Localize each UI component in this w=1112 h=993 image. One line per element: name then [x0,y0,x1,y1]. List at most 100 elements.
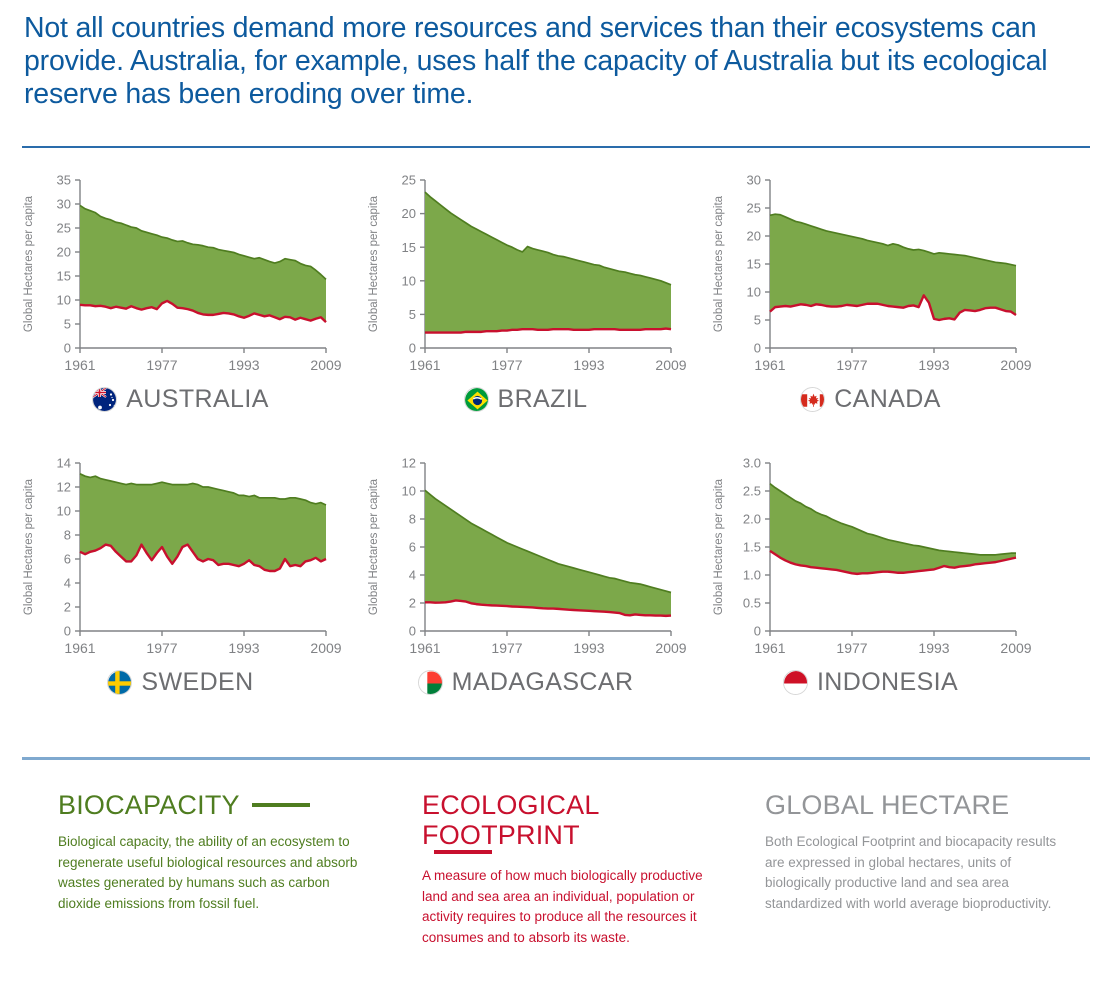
svg-text:1993: 1993 [228,640,259,656]
chart-australia: Global Hectares per capita 0 5 10 15 20 25 30 3… [8,170,353,453]
svg-text:1.5: 1.5 [743,540,761,555]
chart-plot-australia: Global Hectares per capita 0 5 10 15 20 25 30 3… [8,170,353,388]
svg-text:1961: 1961 [409,640,440,656]
legend-title: ECOLOGICAL FOOTPRINT [422,790,712,854]
country-label: AUSTRALIA [126,385,269,413]
country-label: CANADA [834,385,941,413]
legend-body-text: Biological capacity, the ability of an e… [58,834,358,911]
svg-text:25: 25 [57,221,71,236]
flag-madagascar-icon [417,670,443,695]
svg-text:5: 5 [409,307,416,322]
svg-text:2009: 2009 [1000,640,1031,656]
svg-text:12: 12 [402,456,416,471]
chart-row-2: Global Hectares per capita 0 2 4 6 8 10 12 14 19… [0,453,1112,736]
svg-text:4: 4 [64,576,71,591]
divider-bottom [22,757,1090,760]
chart-plot-sweden: Global Hectares per capita 0 2 4 6 8 10 12 14 19… [8,453,353,671]
legend-title-text: ECOLOGICAL FOOTPRINT [422,790,599,850]
legend-definitions: BIOCAPACITY Biological capacity, the abil… [0,790,1112,990]
svg-text:Global Hectares per capita: Global Hectares per capita [23,478,35,615]
svg-text:0.5: 0.5 [743,596,761,611]
svg-text:0: 0 [64,624,71,639]
svg-text:2009: 2009 [655,640,686,656]
svg-text:20: 20 [402,206,416,221]
legend-title: BIOCAPACITY [58,790,358,820]
svg-text:5: 5 [64,317,71,332]
legend-title-text: BIOCAPACITY [58,790,240,820]
svg-text:25: 25 [747,201,761,216]
svg-text:1977: 1977 [491,640,522,656]
chart-row-1: Global Hectares per capita 0 5 10 15 20 25 30 3… [0,170,1112,453]
svg-text:30: 30 [747,173,761,188]
svg-text:1977: 1977 [146,357,177,373]
svg-text:35: 35 [57,173,71,188]
svg-text:1993: 1993 [918,640,949,656]
svg-text:30: 30 [57,197,71,212]
svg-text:1977: 1977 [836,357,867,373]
flag-sweden-icon [107,670,133,695]
svg-text:1977: 1977 [491,357,522,373]
svg-text:2009: 2009 [310,357,341,373]
country-caption-madagascar: MADAGASCAR [353,668,698,697]
divider-top [22,146,1090,148]
svg-text:25: 25 [402,173,416,188]
svg-text:2: 2 [64,600,71,615]
chart-brazil: Global Hectares per capita 0 5 10 15 20 25 196… [353,170,698,453]
country-caption-sweden: SWEDEN [8,668,353,697]
legend-item-biocapacity: BIOCAPACITY Biological capacity, the abil… [58,790,358,914]
svg-text:10: 10 [402,273,416,288]
svg-text:Global Hectares per capita: Global Hectares per capita [713,478,725,615]
svg-text:1977: 1977 [836,640,867,656]
flag-canada-icon [800,387,826,412]
svg-text:1961: 1961 [754,357,785,373]
svg-text:8: 8 [64,528,71,543]
svg-text:1961: 1961 [64,640,95,656]
chart-plot-indonesia: Global Hectares per capita 0 0.5 1.0 1.5 2.0… [698,453,1043,671]
svg-text:Global Hectares per capita: Global Hectares per capita [713,195,725,332]
svg-text:10: 10 [747,285,761,300]
svg-text:0: 0 [754,624,761,639]
legend-item-ecological-footprint: ECOLOGICAL FOOTPRINT A measure of how muc… [422,790,712,948]
legend-color-swatch [251,803,310,807]
svg-text:15: 15 [402,240,416,255]
country-caption-brazil: BRAZIL [353,385,698,414]
svg-text:8: 8 [409,512,416,527]
chart-canada: Global Hectares per capita 0 5 10 15 20 25 30 1… [698,170,1043,453]
country-caption-canada: CANADA [698,385,1043,414]
svg-text:20: 20 [57,245,71,260]
svg-text:2009: 2009 [1000,357,1031,373]
flag-brazil-icon [463,387,489,412]
chart-plot-madagascar: Global Hectares per capita 0 2 4 6 8 10 12 1961… [353,453,698,671]
chart-plot-canada: Global Hectares per capita 0 5 10 15 20 25 30 1… [698,170,1043,388]
svg-text:6: 6 [64,552,71,567]
svg-text:2.0: 2.0 [743,512,761,527]
svg-text:1993: 1993 [573,357,604,373]
chart-madagascar: Global Hectares per capita 0 2 4 6 8 10 12 1961… [353,453,698,736]
svg-text:20: 20 [747,229,761,244]
svg-text:12: 12 [57,480,71,495]
flag-indonesia-icon [782,670,808,695]
svg-text:2.5: 2.5 [743,484,761,499]
svg-text:6: 6 [409,540,416,555]
svg-text:Global Hectares per capita: Global Hectares per capita [368,478,380,615]
page-title: Not all countries demand more resources … [24,12,1048,110]
legend-color-swatch [434,850,492,854]
svg-text:2009: 2009 [655,357,686,373]
svg-text:2: 2 [409,596,416,611]
legend-body-text: Both Ecological Footprint and biocapacit… [765,834,1057,911]
country-label: SWEDEN [141,668,254,696]
svg-text:Global Hectares per capita: Global Hectares per capita [23,195,35,332]
svg-text:1961: 1961 [64,357,95,373]
svg-text:4: 4 [409,568,416,583]
legend-title: GLOBAL HECTARE [765,790,1065,820]
svg-text:1961: 1961 [409,357,440,373]
svg-text:0: 0 [409,624,416,639]
svg-text:Global Hectares per capita: Global Hectares per capita [368,195,380,332]
chart-plot-brazil: Global Hectares per capita 0 5 10 15 20 25 196… [353,170,698,388]
svg-text:1993: 1993 [228,357,259,373]
legend-title-text: GLOBAL HECTARE [765,790,1010,820]
svg-text:1961: 1961 [754,640,785,656]
country-label: BRAZIL [497,385,588,413]
svg-text:3.0: 3.0 [743,456,761,471]
